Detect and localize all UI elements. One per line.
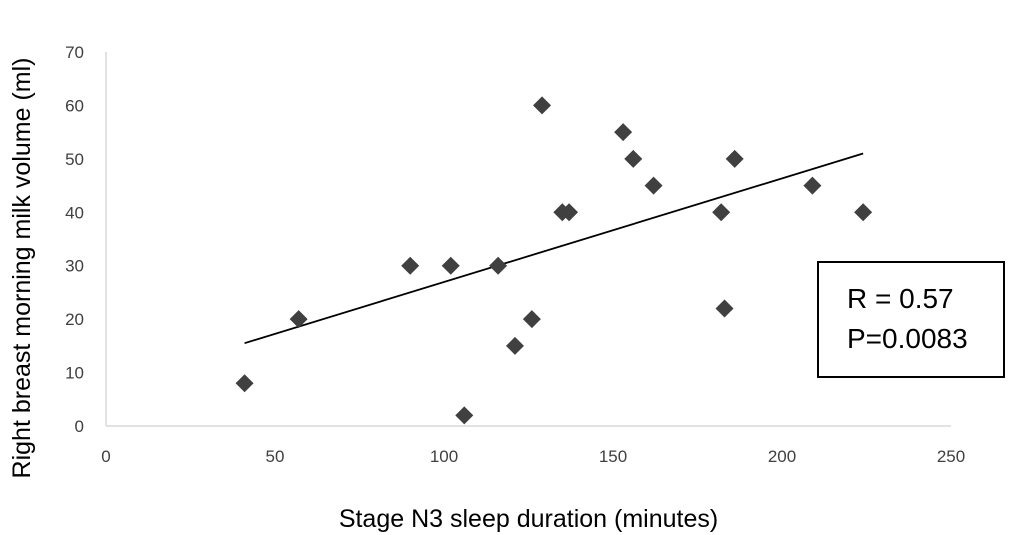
data-points: [235, 96, 873, 425]
stats-r-value: R = 0.57: [847, 283, 954, 314]
x-axis: 0 50 100 150 200 250: [101, 425, 965, 466]
x-tick-label: 200: [768, 447, 796, 466]
x-tick-label: 0: [101, 447, 110, 466]
data-point: [505, 336, 524, 355]
x-tick-label: 100: [430, 447, 458, 466]
data-point: [441, 256, 460, 275]
data-point: [522, 310, 541, 329]
y-tick-label: 10: [65, 364, 84, 383]
data-point: [712, 203, 731, 222]
data-point: [489, 256, 508, 275]
data-point: [455, 406, 474, 425]
data-point: [803, 176, 822, 195]
y-tick-label: 20: [65, 310, 84, 329]
data-point: [725, 149, 744, 168]
data-point: [533, 96, 552, 115]
data-point: [715, 299, 734, 318]
data-point: [614, 123, 633, 142]
data-point: [624, 149, 643, 168]
y-tick-label: 30: [65, 257, 84, 276]
y-tick-label: 40: [65, 203, 84, 222]
stats-annotation-box: R = 0.57 P=0.0083: [817, 261, 1005, 378]
y-axis: 0 10 20 30 40 50 60 70: [65, 43, 107, 436]
x-axis-title: Stage N3 sleep duration (minutes): [339, 505, 718, 533]
trendline: [244, 152, 864, 345]
y-tick-label: 70: [65, 43, 84, 62]
data-point: [854, 203, 873, 222]
x-tick-label: 150: [599, 447, 627, 466]
y-tick-label: 0: [75, 417, 84, 436]
y-axis-title: Right breast morning milk volume (ml): [8, 58, 36, 479]
y-tick-label: 60: [65, 96, 84, 115]
y-tick-label: 50: [65, 150, 84, 169]
trendline-layer: [244, 152, 864, 345]
x-tick-label: 250: [937, 447, 965, 466]
stats-annotation-border: [817, 261, 1005, 378]
data-point: [560, 203, 579, 222]
data-point: [289, 310, 308, 329]
data-point: [401, 256, 420, 275]
data-point: [235, 374, 254, 393]
stats-p-value: P=0.0083: [847, 323, 968, 354]
data-point: [644, 176, 663, 195]
x-tick-label: 50: [266, 447, 285, 466]
